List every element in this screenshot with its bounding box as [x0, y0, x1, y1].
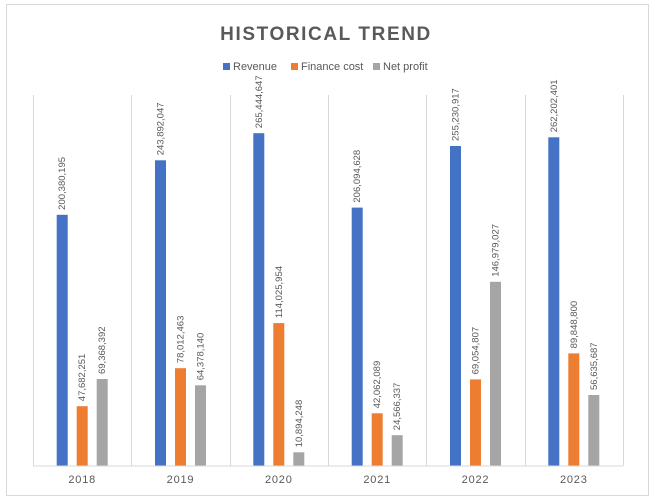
- data-label-3-2018: 69,368,392: [97, 326, 108, 374]
- data-label-3-2021: 24,566,337: [392, 383, 403, 431]
- x-tick-label-2018: 2018: [68, 474, 96, 486]
- x-tick-label-2021: 2021: [363, 474, 391, 486]
- bar-1-2020: [253, 133, 265, 466]
- bar-3-2020: [293, 452, 305, 466]
- x-tick-label-2022: 2022: [462, 474, 490, 486]
- bar-3-2018: [96, 379, 108, 466]
- category-separators: [33, 95, 624, 466]
- bar-2-2018: [76, 406, 88, 466]
- data-label-1-2021: 206,094,628: [352, 150, 363, 203]
- legend-label-1: Revenue: [233, 61, 277, 73]
- bar-2-2023: [568, 353, 580, 466]
- data-label-2-2018: 47,682,251: [77, 354, 88, 402]
- data-labels: 200,380,195 47,682,251 69,368,392 243,892,0…: [57, 75, 600, 447]
- x-tick-label-2023: 2023: [560, 474, 588, 486]
- data-label-2-2021: 42,062,089: [372, 361, 383, 409]
- data-label-3-2019: 64,378,140: [196, 333, 207, 381]
- chart-frame: HISTORICAL TREND Revenue Finance cost Net …: [6, 4, 649, 496]
- data-label-1-2019: 243,892,047: [156, 102, 167, 155]
- x-tick-label-2019: 2019: [167, 474, 195, 486]
- data-label-1-2018: 200,380,195: [57, 157, 68, 210]
- bar-2-2020: [273, 323, 285, 466]
- bar-1-2021: [351, 207, 363, 466]
- legend-label-2: Finance cost: [301, 61, 363, 73]
- data-label-1-2023: 262,202,401: [549, 79, 560, 132]
- data-label-3-2020: 10,894,248: [294, 400, 305, 448]
- bar-2-2019: [175, 368, 186, 466]
- bar-3-2019: [195, 385, 206, 466]
- data-label-2-2022: 69,054,807: [471, 327, 482, 375]
- data-label-1-2022: 255,230,917: [451, 88, 462, 141]
- x-tick-label-2020: 2020: [265, 474, 293, 486]
- bar-1-2022: [450, 146, 461, 466]
- legend-label-3: Net profit: [383, 61, 428, 73]
- bar-1-2023: [548, 137, 560, 467]
- chart: HISTORICAL TREND Revenue Finance cost Net …: [33, 24, 624, 486]
- bar-1-2019: [155, 160, 166, 467]
- data-label-2-2023: 89,848,800: [569, 301, 580, 349]
- bar-2-2021: [371, 413, 383, 466]
- bar-1-2018: [56, 214, 68, 466]
- legend-swatch-2: [291, 63, 298, 70]
- chart-title: HISTORICAL TREND: [220, 24, 432, 45]
- data-label-3-2022: 146,979,027: [491, 224, 502, 277]
- data-label-1-2020: 265,444,647: [254, 75, 265, 128]
- bar-2-2022: [470, 379, 481, 466]
- data-label-2-2020: 114,025,954: [274, 266, 285, 318]
- x-axis-tick-labels: 2018 2019 2020 2021 2022 2023: [68, 474, 588, 486]
- bar-3-2021: [391, 435, 403, 466]
- data-label-3-2023: 56,635,687: [589, 342, 600, 390]
- bar-3-2023: [588, 395, 600, 466]
- data-label-2-2019: 78,012,463: [176, 316, 187, 364]
- legend-swatch-1: [223, 63, 230, 70]
- bar-3-2022: [490, 281, 501, 466]
- bars: [56, 133, 600, 467]
- legend-swatch-3: [373, 63, 380, 70]
- legend: Revenue Finance cost Net profit: [223, 61, 428, 73]
